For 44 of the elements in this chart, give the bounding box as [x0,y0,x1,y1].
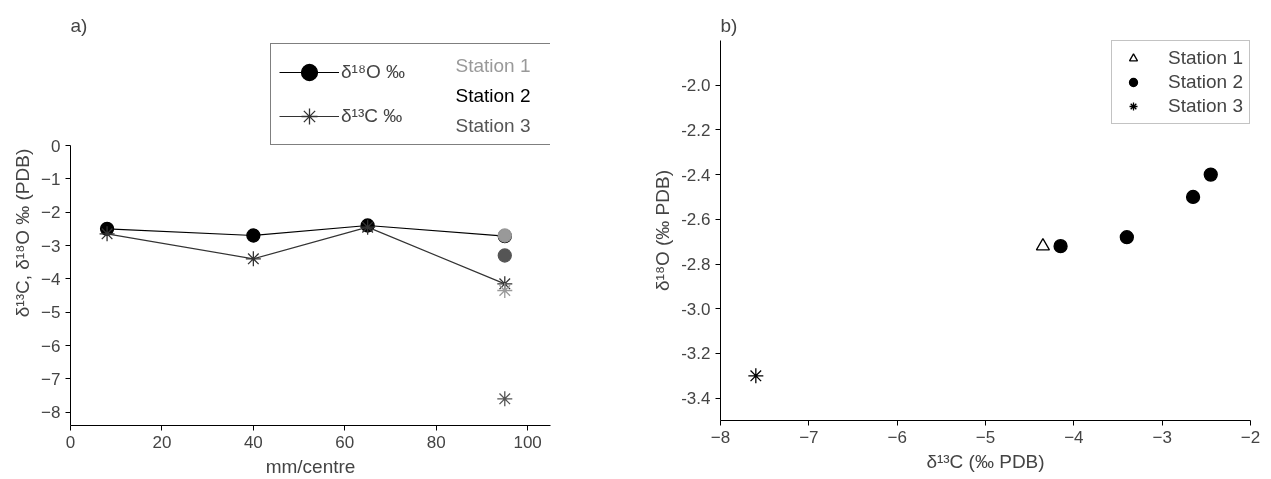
chart-title: a) [70,14,88,36]
x-tick-label: −6 [887,427,907,447]
legend-label: Station 2 [455,85,531,106]
x-tick-label: 100 [513,432,542,452]
x-tick-label: −8 [710,427,731,447]
y-tick-label: -2.8 [681,255,711,275]
y-tick-label: −1 [41,169,61,189]
y-tick-label: 0 [51,136,61,156]
legend-label: Station 3 [1168,95,1243,117]
y-tick-label: -2.4 [681,165,711,185]
x-tick-label: −7 [799,427,819,447]
y-tick-label: −8 [41,403,61,423]
y-tick-label: −2 [41,203,61,223]
legend-label: δ¹⁸O ‰ [341,61,405,82]
text: Station 3 [455,115,531,136]
legend-label: Station 2 [1168,71,1243,93]
x-tick-label: −5 [975,427,996,447]
y-tick-label: −3 [41,236,61,256]
y-axis-title: δ¹³C, δ¹⁸O ‰ (PDB) [12,148,34,318]
y-tick-label: −7 [41,369,61,389]
y-tick-label: -2.0 [681,76,711,96]
x-tick-label: 20 [152,432,172,452]
y-tick-label: −4 [41,269,61,289]
y-tick-label: -3.0 [681,299,711,319]
x-axis-title: δ¹³C (‰ PDB) [926,450,1045,472]
x-tick-label: −4 [1064,427,1084,447]
y-axis-title: δ¹⁸O (‰ PDB) [652,170,674,291]
x-tick-label: 40 [243,432,263,452]
y-tick-label: −5 [41,303,61,323]
x-axis-title: mm/centre [265,455,356,477]
legend-label: Station 1 [1168,47,1243,69]
x-tick-label: 60 [335,432,355,452]
x-tick-label: 80 [426,432,446,452]
y-tick-label: −6 [41,336,61,356]
y-tick-label: -2.2 [681,120,711,140]
x-tick-label: −3 [1152,427,1172,447]
legend-label: δ¹³C ‰ [341,105,403,126]
chart-title: b) [720,14,738,36]
x-tick-label: 0 [65,432,76,452]
y-tick-label: -3.4 [681,389,711,409]
y-tick-label: -3.2 [681,344,711,364]
x-tick-label: −2 [1240,427,1261,447]
text: Station 1 [455,55,531,76]
y-tick-label: -2.6 [681,210,711,230]
